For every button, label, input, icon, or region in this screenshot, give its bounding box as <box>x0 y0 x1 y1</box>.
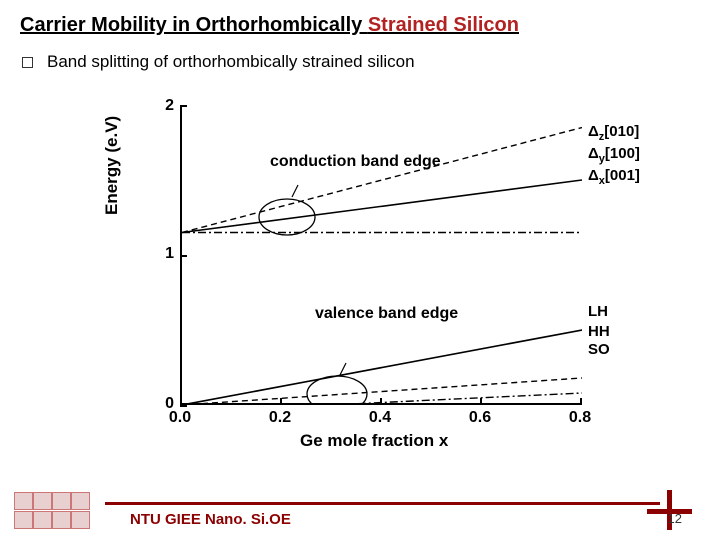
series-delta-z <box>182 128 582 233</box>
title-prefix: Carrier Mobility in Orthorhombically <box>20 14 368 36</box>
legend-hh: HH <box>588 323 610 340</box>
pointer-cb <box>292 185 298 197</box>
annotation-valence-band: valence band edge <box>315 305 458 323</box>
footer-logo-icon <box>14 492 92 530</box>
xtick-mark <box>580 398 582 405</box>
subtitle-row: Band splitting of orthorhombically strai… <box>22 52 415 72</box>
series-delta-y <box>182 180 582 233</box>
legend-delta-x: Δx[001] <box>588 167 640 187</box>
x-axis-label: Ge mole fraction x <box>300 431 448 451</box>
subtitle-text: Band splitting of orthorhombically strai… <box>47 52 415 72</box>
chart-lines <box>182 105 582 405</box>
title-accent: Strained Silicon <box>368 14 519 36</box>
xtick-1: 0.2 <box>260 409 300 427</box>
y-axis-label: Energy (e.V) <box>102 116 122 215</box>
circle-vb <box>307 376 367 405</box>
legend-delta-z: Δz[010] <box>588 123 639 143</box>
page-number: 12 <box>668 511 682 526</box>
pointer-vb <box>340 363 346 375</box>
xtick-0: 0.0 <box>160 409 200 427</box>
xtick-3: 0.6 <box>460 409 500 427</box>
legend-delta-y: Δy[100] <box>588 145 640 165</box>
series-hh <box>182 378 582 405</box>
legend-so: SO <box>588 341 610 358</box>
xtick-4: 0.8 <box>560 409 600 427</box>
ytick-2: 2 <box>144 97 174 115</box>
series-so <box>182 393 582 405</box>
bullet-box-icon <box>22 57 33 68</box>
legend-lh: LH <box>588 303 608 320</box>
circle-cb <box>259 199 315 235</box>
footer-divider <box>105 502 660 505</box>
footer-text: NTU GIEE Nano. Si.OE <box>130 511 291 528</box>
xtick-2: 0.4 <box>360 409 400 427</box>
band-splitting-chart: Energy (e.V) Ge mole fraction x 0 1 2 0.… <box>120 95 620 465</box>
series-lh <box>182 330 582 405</box>
ytick-1: 1 <box>144 245 174 263</box>
annotation-conduction-band: conduction band edge <box>270 153 441 171</box>
ytick-mark <box>180 405 187 407</box>
plot-area <box>180 105 580 405</box>
page-title: Carrier Mobility in Orthorhombically Str… <box>20 14 519 37</box>
